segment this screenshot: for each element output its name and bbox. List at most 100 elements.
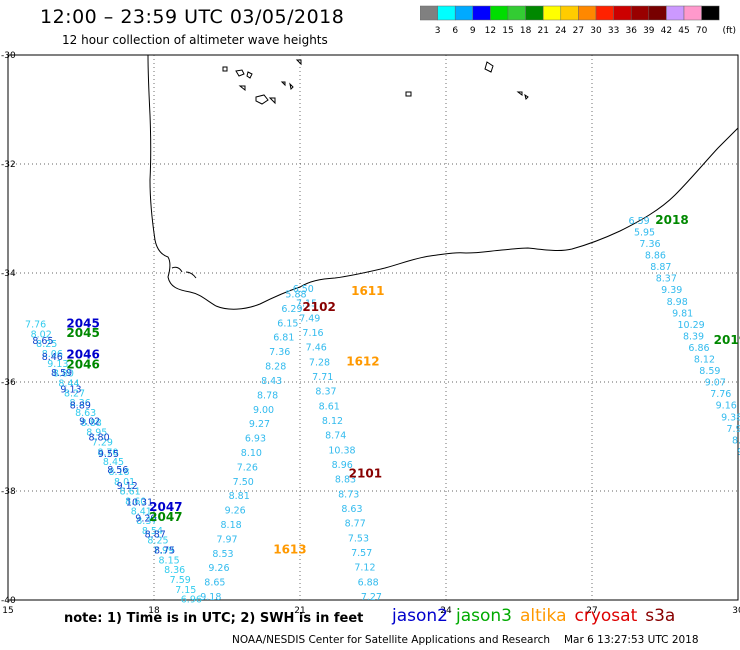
wave-height-value: 6.88 (358, 577, 379, 588)
wave-height-value: 7.12 (354, 563, 375, 574)
wave-height-value: 8.61 (120, 487, 141, 498)
wave-height-value: 8.98 (667, 297, 688, 308)
wave-height-value: 5.95 (634, 227, 655, 238)
legend-item-s3a: s3a (645, 606, 676, 626)
wave-height-value: 7.36 (639, 239, 660, 250)
wave-height-value: 8.46 (42, 352, 63, 363)
color-swatch (701, 5, 720, 21)
wave-height-value: 8.12 (694, 355, 715, 366)
wave-height-value: 6.15 (277, 318, 298, 329)
wave-height-value: 7.36 (269, 347, 290, 358)
color-scale-legend: 3 6 9 12 15 18 21 24 27 30 33 36 39 42 45 70 (ft) (420, 5, 736, 36)
wave-height-value: 8.87 (650, 262, 671, 273)
legend-item-altika: altika (520, 606, 567, 626)
wave-height-value: 8.43 (261, 376, 282, 387)
pass-label: 2018 (655, 213, 688, 227)
map-grid: 15 18 21 24 27 30 -30 -32 -34 -36 -38 -40 (1, 51, 740, 616)
color-scale-label: 18 (520, 26, 532, 36)
wave-height-value: 8.93 (732, 435, 740, 446)
lon-tick-label: 27 (586, 606, 597, 616)
wave-height-value: 7.76 (25, 320, 46, 331)
wave-height-value: 8.60 (125, 496, 146, 507)
lat-tick-label: -34 (1, 269, 16, 279)
pass-label: 2102 (302, 300, 335, 314)
wave-height-value: 7.29 (92, 437, 113, 448)
wave-height-value: 8.12 (322, 416, 343, 427)
wave-height-value: 6.29 (281, 304, 302, 315)
wave-height-value: 9.25 (737, 447, 740, 458)
pass-label: 2046 (66, 348, 99, 362)
credit-text: NOAA/NESDIS Center for Satellite Applica… (232, 634, 550, 646)
page-subtitle: 12 hour collection of altimeter wave hei… (62, 33, 328, 47)
legend-item-jason3: jason3 (456, 606, 512, 626)
color-scale-label: 70 (696, 26, 708, 36)
wave-height-value: 10.38 (328, 445, 355, 456)
wave-height-value: 7.76 (710, 389, 731, 400)
legend-item-cryosat: cryosat (574, 606, 638, 626)
pass-label: 2047 (149, 510, 182, 524)
wave-height-value: 8.56 (107, 465, 128, 476)
wave-height-value: 10.31 (126, 497, 153, 508)
wave-height-value: 8.96 (332, 460, 353, 471)
wave-height-value: 8.01 (114, 477, 135, 488)
wave-height-value: 9.26 (225, 506, 246, 517)
wave-height-value: 8.88 (81, 418, 102, 429)
wave-height-value: 8.86 (645, 251, 666, 262)
wave-height-value: 8.80 (88, 433, 109, 444)
wave-height-value: 8.80 (53, 369, 74, 380)
lat-tick-label: -36 (1, 378, 16, 388)
lat-tick-label: -32 (1, 160, 16, 170)
wave-height-value: 6.59 (629, 216, 650, 227)
wave-height-value: 8.59 (51, 368, 72, 379)
wave-height-value: 9.38 (721, 412, 740, 423)
lon-tick-label: 30 (732, 606, 740, 616)
lat-tick-label: -38 (1, 487, 16, 497)
wave-height-value: 9.27 (249, 419, 270, 430)
color-scale-unit: (ft) (722, 26, 736, 36)
coastline (147, 54, 739, 310)
pass-label: 2045 (66, 317, 99, 331)
lon-tick-label: 15 (2, 606, 13, 616)
wave-height-value: 6.93 (245, 434, 266, 445)
note-text: note: 1) Time is in UTC; 2) SWH is in fe… (64, 611, 364, 626)
wave-height-value: 8.28 (265, 362, 286, 373)
wave-height-value: 9.39 (661, 285, 682, 296)
color-scale-label: 12 (485, 26, 496, 36)
wave-height-value: 8.10 (241, 448, 262, 459)
wave-height-value: 8.36 (70, 398, 91, 409)
color-scale-label: 24 (555, 26, 567, 36)
wave-height-value: 6.81 (273, 333, 294, 344)
color-scale-label: 6 (452, 26, 458, 36)
wave-height-value: 7.15 (175, 585, 196, 596)
wave-height-value: 9.02 (79, 417, 100, 428)
wave-height-value: 8.61 (319, 401, 340, 412)
color-scale-label: 39 (643, 26, 655, 36)
wave-height-value: 8.95 (86, 428, 107, 439)
map-frame (7, 54, 739, 601)
lon-tick-label: 18 (148, 606, 160, 616)
pass-label: 2046 (66, 357, 99, 371)
color-scale-label: 9 (470, 26, 476, 36)
wave-height-value: 9.12 (117, 481, 138, 492)
wave-height-value: 8.89 (70, 400, 91, 411)
timestamp: Mar 6 13:27:53 UTC 2018 (564, 634, 699, 646)
wave-height-value: 7.28 (309, 357, 330, 368)
wave-height-value: 8.25 (147, 536, 168, 547)
wave-height-value: 7.16 (302, 328, 323, 339)
pass-label: 2045 (66, 326, 99, 340)
wave-height-value: 7.57 (351, 548, 372, 559)
wave-height-value: 9.18 (200, 592, 221, 603)
wave-height-value: 8.45 (103, 457, 124, 468)
lon-tick-label: 21 (294, 606, 305, 616)
wave-height-value: 9.13 (47, 359, 68, 370)
wave-height-value: 8.44 (58, 378, 79, 389)
wave-height-value: 9.16 (716, 401, 737, 412)
wave-height-value: 8.75 (154, 546, 175, 557)
pass-label: 2019 (714, 333, 740, 347)
legend-item-jason2: jason2 (392, 606, 448, 626)
wave-height-value: 8.74 (325, 431, 346, 442)
color-scale-label: 3 (435, 26, 441, 36)
wave-height-value: 7.53 (348, 533, 369, 544)
